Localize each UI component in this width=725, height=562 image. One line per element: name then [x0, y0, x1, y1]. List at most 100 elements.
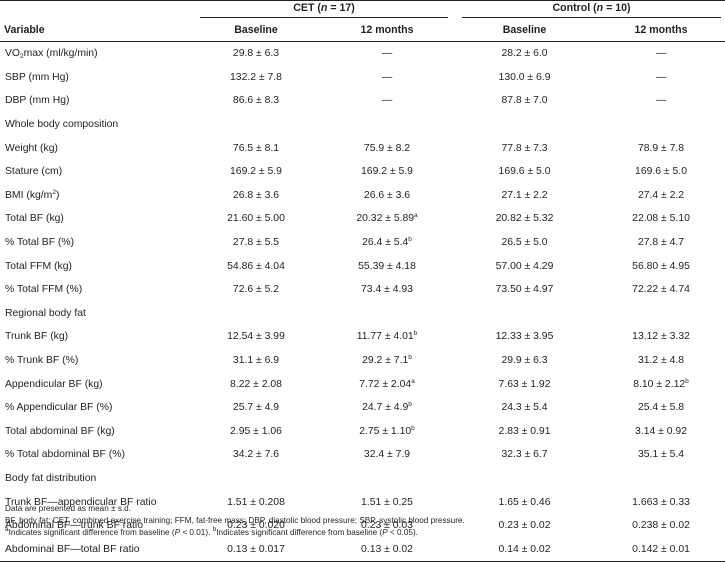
cell-value: 75.9 ± 8.2: [363, 142, 411, 154]
n-symbol: n: [596, 2, 604, 14]
control-12months-cell: 27.4 ± 2.2: [597, 184, 725, 208]
cell-value: 35.1 ± 5.4: [637, 449, 685, 461]
cell-value: 8.22 ± 2.08: [230, 378, 282, 390]
cet-12months-cell: 7.72 ± 2.04a: [322, 372, 452, 396]
cell-value: 12.54 ± 3.99: [227, 331, 285, 343]
control-12months-cell: 0.142 ± 0.01: [597, 537, 725, 562]
cell-value: 27.4 ± 2.2: [637, 189, 685, 201]
variable-column-header: Variable: [0, 19, 190, 42]
label-subscript: 2: [20, 53, 24, 61]
footnote-a-mark: a: [5, 526, 9, 533]
table-row: % Appendicular BF (%) 25.7 ± 4.9 24.7 ± 4.…: [0, 396, 725, 420]
control-12months-cell: 1.663 ± 0.33: [597, 490, 725, 514]
control-group-header: Control (n = 10): [452, 0, 725, 19]
table-row: Weight (kg) 76.5 ± 8.1 75.9 ± 8.2 77.8 ± 7.…: [0, 136, 725, 160]
table-row: Total abdominal BF (kg) 2.95 ± 1.06 2.75 ±…: [0, 420, 725, 444]
table-row: Appendicular BF (kg) 8.22 ± 2.08 7.72 ± 2.…: [0, 372, 725, 396]
cet-12months-header: 12 months: [322, 19, 453, 42]
cet-baseline-cell: 169.2 ± 5.9: [190, 160, 322, 184]
footnote-b-mark: b: [212, 526, 217, 533]
n-symbol: n: [320, 2, 328, 14]
cet-baseline-cell: 26.8 ± 3.6: [190, 184, 322, 208]
control-baseline-cell: 73.50 ± 4.97: [452, 278, 597, 302]
cet-12months-cell: 24.7 ± 4.9b: [322, 396, 452, 420]
variable-label: % Trunk BF (%): [5, 355, 79, 367]
footnote-data-presentation: Data are presented as mean ± s.d.: [5, 504, 132, 513]
cell-value: 31.2 ± 4.8: [637, 355, 685, 367]
section-label: Body fat distribution: [5, 472, 97, 484]
variable-label: Abdominal BF—total BF ratio: [0, 537, 190, 562]
cet-baseline-cell: 132.2 ± 7.8: [190, 66, 322, 90]
cet-baseline-cell: 0.13 ± 0.017: [190, 537, 322, 562]
variable-label: Weight (kg): [5, 142, 58, 154]
cet-baseline-cell: 31.1 ± 6.9: [190, 349, 322, 373]
cell-value: 27.8 ± 5.5: [232, 237, 280, 249]
cell-value: 130.0 ± 6.9: [498, 71, 551, 83]
variable-label: VO2max (ml/kg/min): [0, 42, 190, 66]
cell-value: 1.51 ± 0.25: [361, 496, 413, 508]
table-row: % Trunk BF (%) 31.1 ± 6.9 29.2 ± 7.1b 29.9 …: [0, 349, 725, 373]
cell-value: 0.14 ± 0.02: [498, 543, 551, 555]
table-row: % Total abdominal BF (%) 34.2 ± 7.6 32.4 ±…: [0, 443, 725, 467]
cet-baseline-cell: 2.95 ± 1.06: [190, 420, 322, 444]
cell-value: 169.2 ± 5.9: [361, 166, 413, 178]
cet-baseline-cell: 27.8 ± 5.5: [190, 231, 322, 255]
control-baseline-header: Baseline: [452, 19, 598, 42]
cell-value: 13.12 ± 3.32: [632, 331, 690, 343]
cell-value: 169.2 ± 5.9: [230, 166, 282, 178]
control-baseline-cell: 26.5 ± 5.0: [452, 231, 597, 255]
cell-value: 2.75 ± 1.10: [359, 425, 412, 437]
cell-value: 34.2 ± 7.6: [232, 449, 280, 461]
control-baseline-cell: 1.65 ± 0.46: [452, 490, 597, 514]
variable-label: Trunk BF (kg): [5, 331, 69, 343]
control-header-text: Control (: [552, 2, 597, 14]
cell-value: 29.2 ± 7.1: [362, 355, 409, 367]
label-text: BMI (kg/m: [5, 189, 53, 201]
table-row: % Total BF (%) 27.8 ± 5.5 26.4 ± 5.4b 26.5 …: [0, 231, 725, 255]
cell-value: 1.65 ± 0.46: [498, 496, 551, 508]
control-baseline-cell: 87.8 ± 7.0: [452, 89, 597, 113]
control-baseline-cell: 12.33 ± 3.95: [452, 325, 597, 349]
cell-value: 26.4 ± 5.4: [362, 237, 409, 249]
footnote-significance: aIndicates significant difference from b…: [5, 526, 465, 539]
cet-12months-cell: 32.4 ± 7.9: [322, 443, 452, 467]
cet-12months-cell: 1.51 ± 0.25: [322, 490, 452, 514]
significance-marker: b: [413, 330, 418, 338]
cell-value: 26.8 ± 3.6: [232, 189, 280, 201]
significance-marker: b: [411, 424, 415, 432]
footnote-a-p: P: [174, 528, 181, 537]
cell-value: —: [381, 95, 393, 107]
cell-value: —: [655, 71, 667, 83]
control-baseline-cell: 130.0 ± 6.9: [452, 66, 597, 90]
cet-header-count: = 17): [327, 2, 355, 14]
significance-marker: b: [408, 236, 412, 244]
footnotes: Data are presented as mean ± s.d. BF, bo…: [5, 503, 465, 539]
footnote-a-threshold: < 0.01).: [180, 528, 213, 537]
table-row: Abdominal BF—trunk BF ratio 0.23 ± 0.020 0…: [0, 514, 725, 538]
cet-baseline-cell: 72.6 ± 5.2: [190, 278, 322, 302]
control-baseline-cell: 0.23 ± 0.02: [452, 514, 597, 538]
cet-baseline-cell: 0.23 ± 0.020: [190, 514, 322, 538]
control-12months-cell: 3.14 ± 0.92: [597, 420, 725, 444]
table-row: Trunk BF (kg) 12.54 ± 3.99 11.77 ± 4.01b 12…: [0, 325, 725, 349]
cell-value: 54.86 ± 4.04: [227, 260, 285, 272]
table-row: % Total FFM (%) 72.6 ± 5.2 73.4 ± 4.93 73.5…: [0, 278, 725, 302]
variable-label: Total FFM (kg): [5, 260, 72, 272]
cet-12months-cell: 2.75 ± 1.10b: [322, 420, 452, 444]
table-row: DBP (mm Hg) 86.6 ± 8.3 — 87.8 ± 7.0 —: [0, 89, 725, 113]
cet-12months-cell: 26.6 ± 3.6: [322, 184, 452, 208]
table-body: VO2max (ml/kg/min) 29.8 ± 6.3—28.2 ± 6.0—…: [0, 42, 725, 562]
cell-value: 20.32 ± 5.89: [356, 213, 415, 225]
cet-12months-cell: 73.4 ± 4.93: [322, 278, 452, 302]
cell-value: 132.2 ± 7.8: [230, 71, 282, 83]
cet-baseline-cell: 1.51 ± 0.208: [190, 490, 322, 514]
cell-value: 1.663 ± 0.33: [632, 496, 690, 508]
cet-12months-cell: 26.4 ± 5.4b: [322, 231, 452, 255]
control-header-count: = 10): [603, 2, 631, 14]
cet-baseline-cell: 34.2 ± 7.6: [190, 443, 322, 467]
cell-value: 8.10 ± 2.12: [633, 378, 686, 390]
label-text: max (ml/kg/min): [23, 48, 98, 60]
cell-value: 3.14 ± 0.92: [635, 425, 687, 437]
cet-12months-cell: —: [322, 42, 452, 66]
